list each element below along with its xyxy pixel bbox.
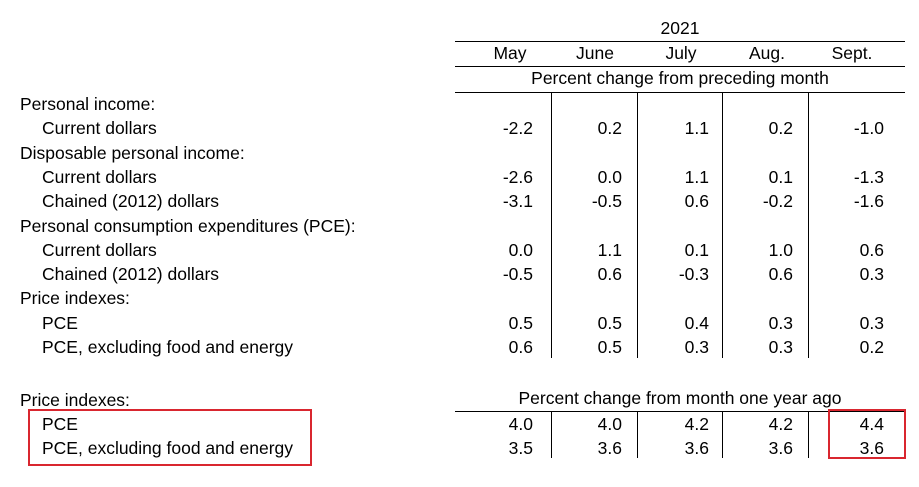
value-cell: 3.6 [597, 438, 622, 459]
value-cell: 3.6 [859, 438, 884, 459]
highlight-box-sept-values [828, 409, 906, 459]
value-cell: -1.6 [853, 191, 884, 212]
value-cell: 4.2 [684, 414, 709, 434]
value-cell: -2.6 [502, 166, 533, 187]
month-header-sept: Sept. [831, 43, 873, 63]
value-cell: 0.3 [684, 337, 709, 357]
value-cell: 0.6 [597, 264, 622, 285]
value-cell: 0.3 [768, 337, 793, 357]
value-cell: -0.5 [591, 191, 622, 212]
value-cell: -2.2 [502, 118, 533, 139]
value-cell: -3.1 [502, 191, 533, 212]
value-cell: 0.3 [768, 312, 793, 333]
column-separator [551, 92, 552, 358]
section2-caption-underline [455, 411, 905, 412]
value-cell: 0.3 [859, 312, 884, 333]
year-underline [455, 41, 905, 42]
column-separator [637, 411, 638, 458]
highlight-box-labels [28, 409, 312, 466]
row-label: Chained (2012) dollars [42, 191, 220, 212]
value-cell: 0.2 [768, 118, 793, 139]
column-separator [722, 411, 723, 458]
section-label: Disposable personal income: [20, 142, 245, 163]
value-cell: 0.4 [684, 312, 709, 333]
section-label: Price indexes: [20, 288, 130, 309]
value-cell: -1.3 [853, 166, 884, 187]
value-cell: -0.2 [762, 191, 793, 212]
value-cell: -1.0 [853, 118, 884, 139]
value-cell: 0.3 [859, 264, 884, 285]
value-cell: 0.2 [859, 337, 884, 357]
months-underline [455, 66, 905, 67]
column-separator [722, 92, 723, 358]
row-label: PCE [42, 312, 78, 333]
section2-caption: Percent change from month one year ago [518, 388, 842, 408]
month-header-july: July [665, 43, 697, 63]
section1-caption-underline [455, 92, 905, 93]
value-cell: -0.5 [502, 264, 533, 285]
value-cell: 0.6 [768, 264, 793, 285]
row-label: PCE, excluding food and energy [42, 438, 293, 459]
row-label: Current dollars [42, 166, 157, 187]
row-label: Chained (2012) dollars [42, 264, 220, 285]
value-cell: 0.0 [597, 166, 622, 187]
value-cell: 4.4 [859, 414, 884, 434]
value-cell: 1.1 [684, 166, 709, 187]
section-label: Personal income: [20, 94, 156, 114]
value-cell: 0.1 [768, 166, 793, 187]
value-cell: -0.3 [678, 264, 709, 285]
value-cell: 0.0 [508, 239, 533, 260]
month-header-aug: Aug. [749, 43, 785, 63]
column-separator [551, 411, 552, 458]
row-label: Current dollars [42, 239, 157, 260]
value-cell: 3.5 [508, 438, 533, 459]
value-cell: 0.5 [597, 312, 622, 333]
value-cell: 0.6 [684, 191, 709, 212]
value-cell: 0.6 [859, 239, 884, 260]
value-cell: 0.5 [508, 312, 533, 333]
column-separator [637, 92, 638, 358]
section-label: Price indexes: [20, 389, 130, 410]
value-cell: 4.0 [508, 414, 533, 434]
month-header-june: June [576, 43, 614, 63]
row-label: PCE, excluding food and energy [42, 337, 293, 357]
section1-caption: Percent change from preceding month [531, 68, 829, 88]
value-cell: 0.6 [508, 337, 533, 357]
column-separator [808, 411, 809, 458]
value-cell: 4.0 [597, 414, 622, 434]
value-cell: 1.0 [768, 239, 793, 260]
row-label: Current dollars [42, 118, 157, 139]
value-cell: 0.2 [597, 118, 622, 139]
value-cell: 1.1 [684, 118, 709, 139]
section-label: Personal consumption expenditures (PCE): [20, 215, 356, 236]
value-cell: 3.6 [768, 438, 793, 459]
year-header: 2021 [660, 18, 700, 38]
month-header-may: May [493, 43, 527, 63]
value-cell: 4.2 [768, 414, 793, 434]
value-cell: 3.6 [684, 438, 709, 459]
value-cell: 1.1 [597, 239, 622, 260]
row-label: PCE [42, 414, 78, 434]
column-separator [808, 92, 809, 358]
value-cell: 0.1 [684, 239, 709, 260]
value-cell: 0.5 [597, 337, 622, 357]
